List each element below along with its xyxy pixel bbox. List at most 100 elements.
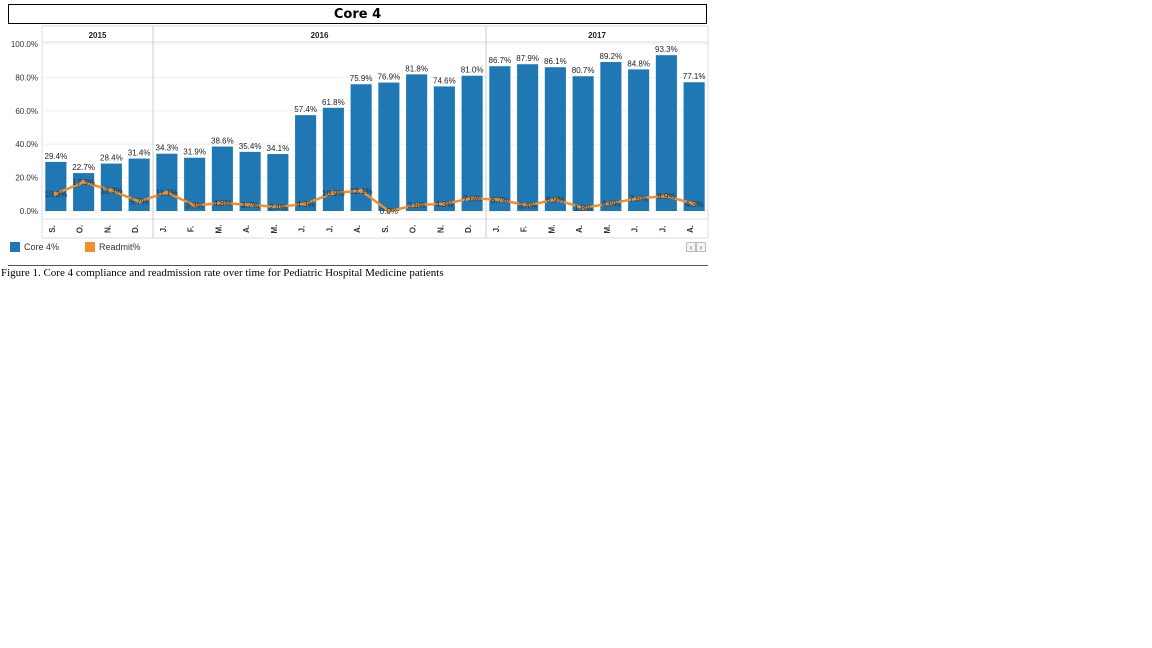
readmit-line xyxy=(55,180,695,213)
readmit-point xyxy=(53,191,59,196)
legend-label-readmit: Readmit% xyxy=(99,242,141,252)
readmit-point xyxy=(192,203,197,208)
legend-swatch-readmit xyxy=(85,242,96,252)
readmit-point xyxy=(303,201,308,207)
scroll-right-button[interactable]: › xyxy=(696,242,706,252)
bar-data-label: 31.4% xyxy=(128,149,151,158)
plot-frame xyxy=(41,25,709,239)
x-tick-label: D. xyxy=(131,225,140,233)
readmit-data-label: 4.8% xyxy=(213,199,231,208)
y-tick-label: 80.0% xyxy=(15,73,38,82)
x-tick-label: A. xyxy=(575,225,584,233)
readmit-point xyxy=(664,193,669,199)
readmit-point xyxy=(331,190,336,195)
figure-caption: Figure 1. Core 4 compliance and readmiss… xyxy=(1,267,444,279)
readmit-data-label: 8.9% xyxy=(657,192,675,201)
x-tick-label: S. xyxy=(48,225,57,233)
bar-data-label: 34.1% xyxy=(267,144,290,153)
bar-data-label: 34.3% xyxy=(156,144,179,153)
readmit-point xyxy=(358,188,364,193)
bar-data-label: 57.4% xyxy=(294,105,317,114)
bar xyxy=(461,75,483,211)
readmit-data-label: 0.0% xyxy=(380,207,398,216)
readmit-point xyxy=(525,203,530,208)
y-tick-label: 0.0% xyxy=(20,207,38,216)
bar-data-label: 93.3% xyxy=(655,45,678,54)
bar xyxy=(628,69,650,211)
x-tick-label: O. xyxy=(409,225,418,233)
bar xyxy=(683,82,705,211)
bar xyxy=(295,115,317,211)
readmit-data-label: 5.7% xyxy=(130,197,148,206)
bar xyxy=(322,107,344,211)
legend-item-core4[interactable]: Core 4% xyxy=(10,242,59,252)
readmit-data-label: 6.7% xyxy=(491,196,509,205)
y-tick-label: 20.0% xyxy=(15,174,38,183)
year-label: 2017 xyxy=(588,31,606,40)
bar xyxy=(378,82,400,212)
x-tick-label: A. xyxy=(242,225,251,233)
x-tick-label: A. xyxy=(353,225,362,233)
readmit-point xyxy=(469,196,475,201)
readmit-point xyxy=(580,205,586,211)
bar xyxy=(572,76,594,211)
bar xyxy=(655,55,677,212)
readmit-point xyxy=(220,200,225,206)
legend-swatch-core4 xyxy=(10,242,20,252)
year-label: 2015 xyxy=(89,31,107,40)
y-tick-label: 40.0% xyxy=(15,140,38,149)
bar-data-label: 22.7% xyxy=(72,163,95,172)
readmit-data-label: 2.4% xyxy=(269,203,287,212)
bar-data-label: 80.7% xyxy=(572,66,595,75)
readmit-data-label: 10.3% xyxy=(45,190,68,199)
readmit-data-label: 4.3% xyxy=(685,200,703,209)
bar-data-label: 61.8% xyxy=(322,98,345,107)
x-tick-label: J. xyxy=(159,226,168,233)
bar-data-label: 77.1% xyxy=(683,72,706,81)
y-tick-label: 60.0% xyxy=(15,107,38,116)
readmit-point xyxy=(164,190,170,195)
readmit-point xyxy=(442,201,447,207)
bar-data-label: 28.4% xyxy=(100,154,123,163)
y-tick-label: 100.0% xyxy=(11,40,38,49)
bar-data-label: 86.1% xyxy=(544,57,567,66)
readmit-point xyxy=(691,201,697,207)
bar-data-label: 81.0% xyxy=(461,66,484,75)
bar xyxy=(544,67,566,211)
bar-data-label: 74.6% xyxy=(433,76,456,85)
frame-bottom-border xyxy=(8,265,708,266)
x-tick-label: M. xyxy=(214,225,223,234)
year-label: 2016 xyxy=(311,31,329,40)
bar-data-label: 89.2% xyxy=(600,52,623,61)
legend: Core 4% Readmit% xyxy=(10,242,167,252)
bar xyxy=(406,74,428,211)
scroll-left-button[interactable]: ‹ xyxy=(686,242,696,252)
scroll-controls: ‹ › xyxy=(686,242,706,252)
readmit-data-label: 4.3% xyxy=(435,200,453,209)
bar xyxy=(517,64,539,211)
x-tick-label: M. xyxy=(547,225,556,234)
readmit-point xyxy=(81,179,86,185)
x-tick-label: M. xyxy=(270,225,279,234)
legend-item-readmit[interactable]: Readmit% xyxy=(85,242,141,252)
readmit-data-label: 3.6% xyxy=(408,201,426,210)
x-tick-label: A. xyxy=(686,225,695,233)
bar-data-label: 76.9% xyxy=(378,73,401,82)
x-tick-label: F. xyxy=(520,226,529,232)
readmit-point xyxy=(636,196,641,201)
readmit-data-label: 12.1% xyxy=(350,187,373,196)
readmit-point xyxy=(136,199,142,204)
readmit-point xyxy=(109,188,114,193)
readmit-point xyxy=(275,204,281,210)
x-tick-label: F. xyxy=(187,226,196,232)
bar xyxy=(267,154,289,211)
readmit-data-label: 11.1% xyxy=(156,188,178,197)
readmit-data-label: 4.3% xyxy=(297,200,315,209)
bar-data-label: 86.7% xyxy=(489,56,512,65)
bar xyxy=(45,161,67,211)
x-tick-label: N. xyxy=(436,225,445,233)
bar xyxy=(489,66,511,211)
readmit-data-label: 6.9% xyxy=(546,195,564,204)
bar-data-label: 38.6% xyxy=(211,137,234,146)
